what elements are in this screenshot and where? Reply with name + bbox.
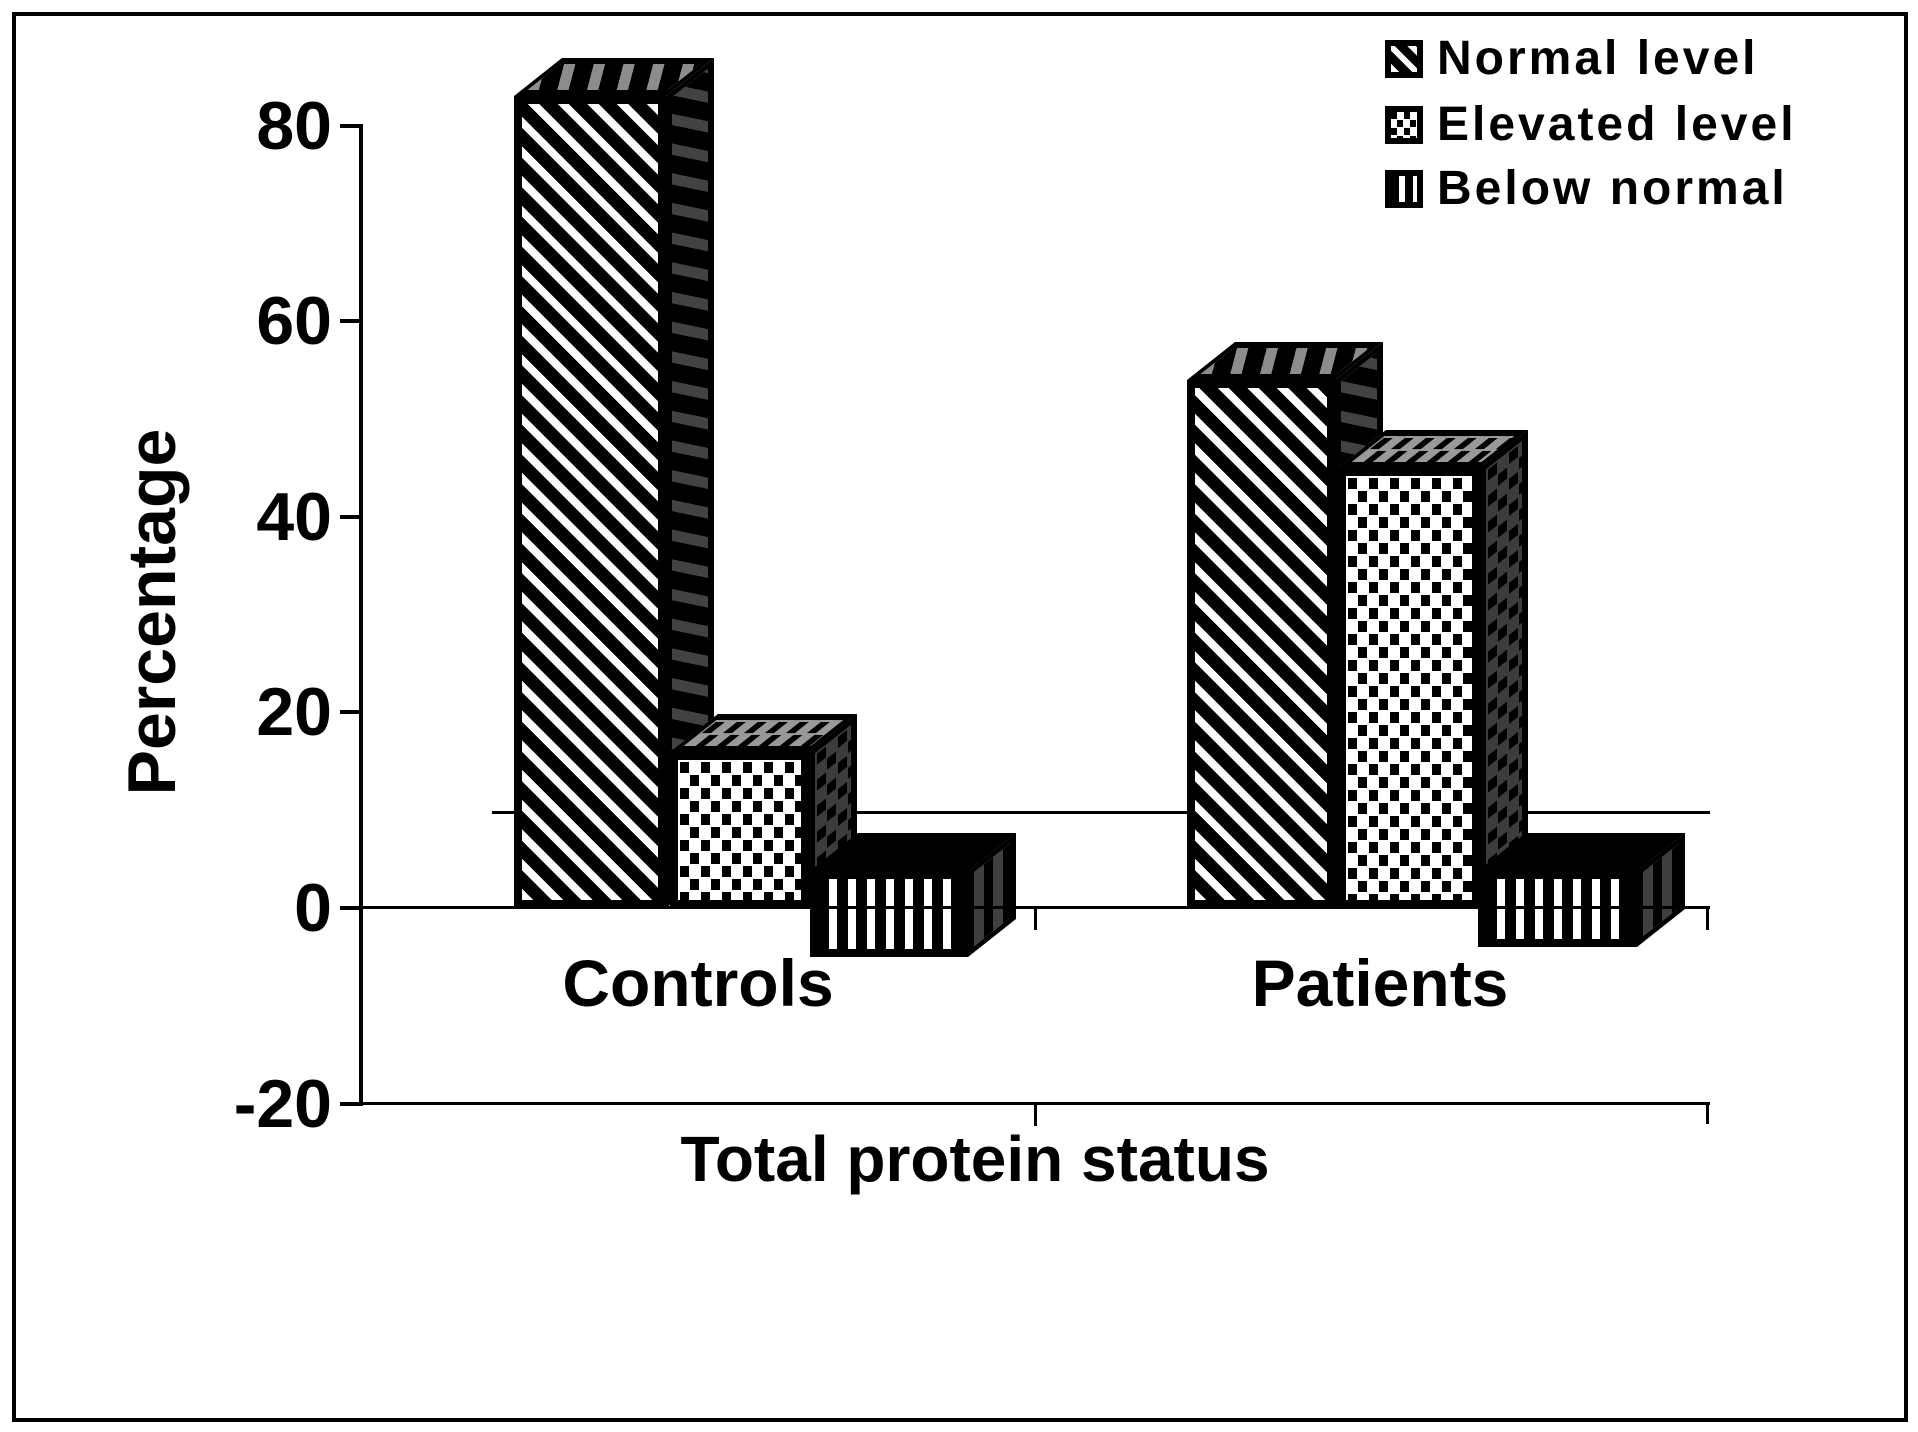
y-tick-label-40: 40 xyxy=(256,479,332,555)
bar-controls-normal-level xyxy=(514,57,714,908)
vertical-stripes-swatch-icon xyxy=(1385,170,1423,208)
legend-item-below-normal: Below normal xyxy=(1385,162,1788,215)
y-tick-60 xyxy=(340,319,360,323)
bar-patients-normal-level xyxy=(1187,341,1383,908)
legend-item-elevated-level: Elevated level xyxy=(1385,98,1797,151)
bar-front-face xyxy=(670,752,809,908)
figure-border xyxy=(12,12,1908,1422)
bar-front-face xyxy=(1338,468,1480,908)
legend-item-normal-level: Normal level xyxy=(1385,32,1759,85)
legend-label: Normal level xyxy=(1437,32,1759,85)
y-tick-80 xyxy=(340,124,360,128)
y-axis-title: Percentage xyxy=(114,428,190,796)
x-axis-title: Total protein status xyxy=(680,1123,1270,1195)
bar-patients-below-normal xyxy=(1478,832,1685,947)
category-axis-tick-mid xyxy=(1034,1104,1037,1126)
y-tick-label-20: 20 xyxy=(256,674,332,750)
legend-label: Elevated level xyxy=(1437,98,1797,151)
y-tick-minus20 xyxy=(340,1102,360,1106)
y-tick-label-0: 0 xyxy=(294,870,332,946)
bar-controls-elevated-level xyxy=(670,713,857,908)
category-axis-line xyxy=(360,1102,1710,1105)
zero-gridline xyxy=(360,906,1710,909)
square-dots-swatch-icon xyxy=(1385,106,1423,144)
bar-patients-elevated-level xyxy=(1338,429,1528,908)
legend-label: Below normal xyxy=(1437,162,1788,215)
category-axis-tick-end xyxy=(1706,1102,1709,1124)
y-tick-20 xyxy=(340,710,360,714)
diagonal-hatch-swatch-icon xyxy=(1385,40,1423,78)
category-label-controls: Controls xyxy=(562,946,834,1020)
y-tick-40 xyxy=(340,515,360,519)
y-tick-label-minus20: -20 xyxy=(233,1066,332,1142)
bar-front-face xyxy=(1478,871,1637,947)
bar-front-face xyxy=(810,871,968,957)
reference-line-10pct xyxy=(492,811,1710,814)
zero-line-tick-end xyxy=(1706,908,1709,930)
bar-front-face xyxy=(514,96,666,908)
zero-line-tick-mid xyxy=(1034,908,1037,930)
y-tick-0 xyxy=(340,906,360,910)
y-tick-label-80: 80 xyxy=(256,88,332,164)
bar-front-face xyxy=(1187,380,1335,908)
y-tick-label-60: 60 xyxy=(256,283,332,359)
bar-controls-below-normal xyxy=(810,832,1016,957)
category-label-patients: Patients xyxy=(1251,946,1509,1020)
y-axis-line xyxy=(359,124,363,1106)
